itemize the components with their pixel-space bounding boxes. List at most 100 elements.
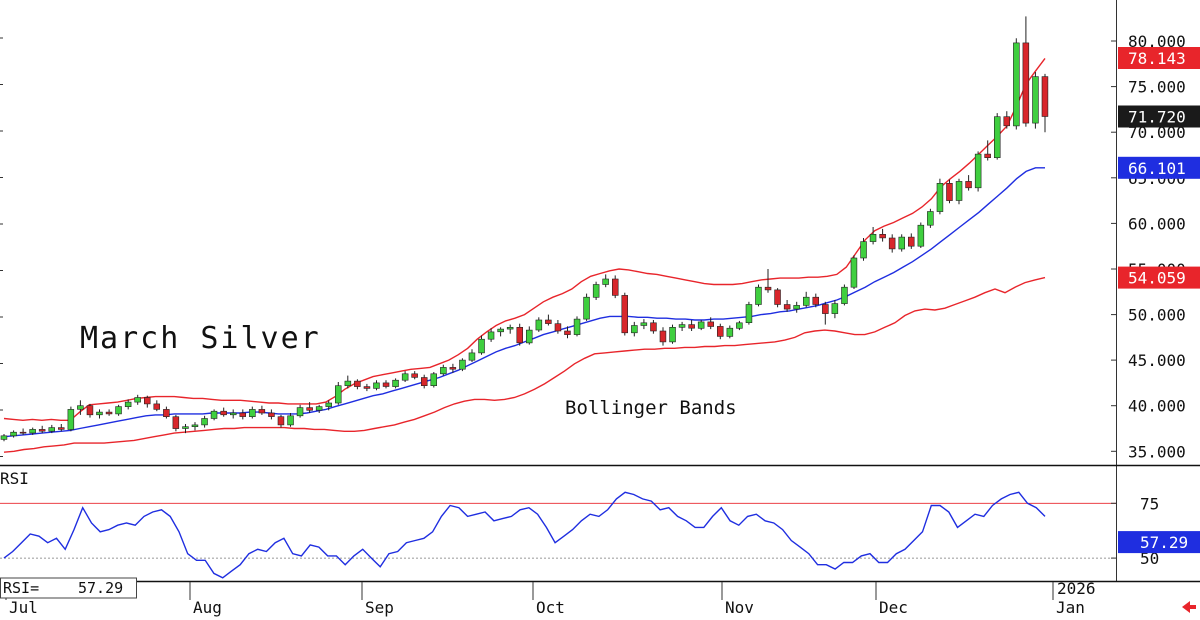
price-value-tags: 78.143 71.720 66.101 54.059 <box>1118 47 1200 289</box>
candle-body-up <box>802 296 810 306</box>
candle <box>449 363 457 373</box>
candle <box>325 400 332 411</box>
month-label: Oct <box>536 598 565 617</box>
candle-body-up <box>898 236 905 250</box>
candle-body-up <box>201 418 208 426</box>
price-value-tag: 66.101 <box>1118 156 1200 179</box>
candle <box>67 406 75 432</box>
candle <box>860 238 867 261</box>
candle-body-down <box>774 289 781 305</box>
candle-body-up <box>841 286 848 304</box>
candle <box>191 422 199 431</box>
bollinger-middle-band <box>3 167 1045 438</box>
candle-body-down <box>564 330 571 335</box>
candle-body-down <box>1022 42 1030 124</box>
candle-body-up <box>115 406 122 415</box>
candle <box>888 234 896 253</box>
candle-body-up <box>430 373 437 386</box>
candle <box>1041 73 1049 133</box>
candle <box>306 402 313 413</box>
rsi-readout-box <box>0 577 137 599</box>
candle <box>344 375 352 389</box>
candle-body-up <box>1013 42 1020 127</box>
candle-body-up <box>230 412 237 416</box>
candle <box>602 274 609 288</box>
month-label: Jan <box>1056 598 1085 617</box>
rsi-readout-value: 57.29 <box>78 579 123 597</box>
candle <box>764 269 772 293</box>
candle <box>268 409 275 420</box>
candle <box>812 293 819 308</box>
candle-body-down <box>822 304 829 314</box>
candle-body-up <box>287 415 294 426</box>
candle <box>334 382 342 405</box>
candle-body-down <box>153 403 161 410</box>
rsi-tick-label: 50 <box>1140 549 1159 568</box>
candle <box>0 434 8 442</box>
candle-body-down <box>1041 76 1049 117</box>
candle-body-down <box>420 377 428 386</box>
candle <box>974 151 982 192</box>
chart-title: March Silver <box>80 321 321 356</box>
candle <box>774 288 781 308</box>
candle <box>678 321 686 331</box>
candle <box>440 364 447 376</box>
year-label: 2026 <box>1057 579 1096 598</box>
candle-body-up <box>631 325 638 334</box>
candle-body-down <box>144 397 151 405</box>
candle-body-down <box>621 295 628 334</box>
candle-body-up <box>478 338 485 354</box>
candle <box>182 424 189 434</box>
candle-body-up <box>793 305 800 310</box>
candle-body-up <box>191 424 199 427</box>
candle <box>86 403 94 418</box>
candle-body-down <box>449 367 457 370</box>
candle <box>927 208 934 228</box>
candle <box>907 233 915 249</box>
candle-body-down <box>965 181 972 189</box>
candle-body-up <box>334 385 342 404</box>
candle <box>898 234 905 252</box>
candle <box>163 406 170 419</box>
candle-body-down <box>716 326 724 337</box>
candle <box>850 255 858 289</box>
candle <box>564 326 571 339</box>
candle <box>736 320 743 331</box>
candle <box>917 222 925 248</box>
candle <box>611 275 619 299</box>
candle <box>650 320 657 334</box>
candle-body-up <box>77 405 84 410</box>
candle <box>201 415 208 428</box>
price-value-tag: 71.720 <box>1118 105 1200 128</box>
candle-body-down <box>277 416 285 426</box>
scroll-left-arrow-icon[interactable] <box>1182 601 1196 613</box>
price-tag-label: 78.143 <box>1128 49 1186 68</box>
candle-body-up <box>497 328 504 333</box>
candle <box>793 301 800 313</box>
candle-body-down <box>650 322 657 332</box>
price-tick-label: 50.000 <box>1128 306 1186 325</box>
rsi-axis-labels: 75 50 <box>1111 494 1159 568</box>
candle-body-up <box>583 296 590 320</box>
candle <box>707 317 714 330</box>
candle <box>755 284 762 307</box>
candle <box>210 409 218 421</box>
candle <box>516 323 523 346</box>
candle-body-up <box>182 426 189 429</box>
candle-body-up <box>831 303 839 314</box>
candle-body-up <box>401 373 409 381</box>
price-tag-label: 71.720 <box>1128 108 1186 127</box>
candle <box>10 430 17 438</box>
candle <box>115 404 122 416</box>
candle <box>38 425 46 434</box>
candle <box>659 327 667 346</box>
rsi-value-tag: 57.29 <box>1118 531 1200 554</box>
candle <box>258 405 266 415</box>
candle-body-up <box>669 326 676 343</box>
candle-body-down <box>783 304 791 310</box>
candle-body-up <box>678 324 686 328</box>
price-tick-label: 70.000 <box>1128 123 1186 142</box>
candle-body-up <box>210 410 218 419</box>
